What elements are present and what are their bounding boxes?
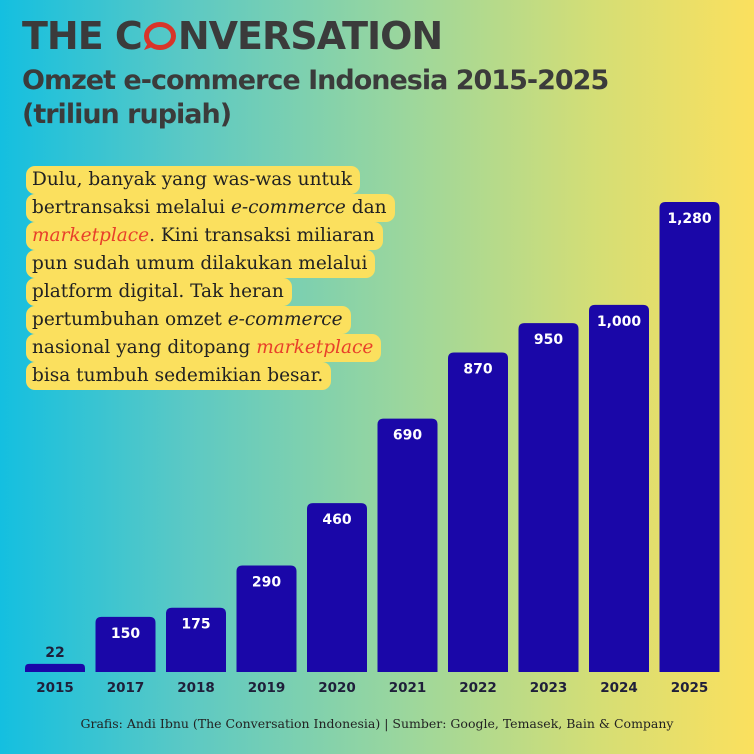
value-label-2017: 150	[111, 626, 140, 642]
callout-line: Dulu, banyak yang was-was untuk	[26, 166, 361, 194]
brand-text-start: THE C	[22, 14, 143, 58]
bar-2020	[307, 503, 367, 672]
x-tick-2020: 2020	[318, 680, 356, 696]
callout-text: pun sudah umum dilakukan melalui	[32, 253, 368, 274]
x-tick-2024: 2024	[600, 680, 638, 696]
bar-2019	[236, 565, 297, 672]
x-tick-2025: 2025	[671, 680, 709, 696]
x-tick-2022: 2022	[459, 680, 497, 696]
callout-line: nasional yang ditopang marketplace	[26, 334, 382, 362]
chart-title: Omzet e-commerce Indonesia 2015-2025 (tri…	[22, 64, 722, 132]
callout-highlight: marketplace	[256, 337, 374, 358]
callout-line: marketplace. Kini transaksi miliaran	[26, 222, 383, 250]
brand-logo: THE C NVERSATION	[22, 14, 443, 58]
value-label-2018: 175	[181, 617, 210, 633]
callout-line: bisa tumbuh sedemikian besar.	[26, 362, 332, 390]
value-label-2022: 870	[463, 362, 492, 378]
x-tick-2023: 2023	[530, 680, 568, 696]
value-label-2023: 950	[534, 332, 563, 348]
source-credit: Grafis: Andi Ibnu (The Conversation Indo…	[80, 716, 674, 731]
callout-text: platform digital. Tak heran	[32, 281, 284, 302]
x-tick-2019: 2019	[248, 680, 286, 696]
callout-line: pertumbuhan omzet e-commerce	[26, 306, 351, 334]
bar-2015	[25, 663, 85, 672]
bar-chart: 22 2015 150 2017 175 2018 290 2019 460 2020 690 202…	[25, 202, 720, 696]
callout-text: bisa tumbuh sedemikian besar.	[32, 365, 324, 386]
x-tick-2018: 2018	[177, 680, 215, 696]
x-tick-2017: 2017	[107, 680, 145, 696]
value-label-2015: 22	[45, 645, 64, 661]
chart-subtitle: (triliun rupiah)	[22, 99, 232, 130]
chart-title-line1: Omzet e-commerce Indonesia 2015-2025	[22, 65, 609, 96]
value-label-2024: 1,000	[597, 314, 642, 330]
bar-2017	[95, 616, 156, 672]
callout-box: Dulu, banyak yang was-was untuk bertrans…	[26, 166, 396, 390]
callout-text: . Kini transaksi miliaran	[149, 225, 375, 246]
callout-emphasis: e-commerce	[227, 309, 343, 330]
x-tick-2021: 2021	[389, 680, 427, 696]
bar-2018	[166, 607, 226, 672]
callout-line: bertransaksi melalui e-commerce dan	[26, 194, 395, 222]
callout-highlight: marketplace	[32, 225, 150, 246]
bar-2021	[377, 418, 438, 672]
callout-text: bertransaksi melalui	[32, 197, 231, 218]
x-tick-2015: 2015	[36, 680, 74, 696]
value-label-2021: 690	[393, 428, 422, 444]
bar-2025	[659, 202, 720, 672]
callout-line: platform digital. Tak heran	[26, 278, 292, 306]
value-label-2025: 1,280	[667, 211, 712, 227]
bar-2024	[589, 304, 649, 672]
callout-emphasis: e-commerce	[230, 197, 346, 218]
bar-2023	[518, 323, 579, 672]
callout-text: pertumbuhan omzet	[32, 309, 228, 330]
callout-line: pun sudah umum dilakukan melalui	[26, 250, 376, 278]
speech-bubble-o-icon	[143, 21, 177, 51]
callout-text: dan	[345, 197, 387, 218]
bar-2022	[448, 352, 508, 672]
value-label-2020: 460	[322, 512, 351, 528]
brand-text-end: NVERSATION	[177, 14, 443, 58]
value-label-2019: 290	[252, 575, 281, 591]
callout-text: nasional yang ditopang	[32, 337, 257, 358]
callout-text: Dulu, banyak yang was-was untuk	[32, 169, 353, 190]
